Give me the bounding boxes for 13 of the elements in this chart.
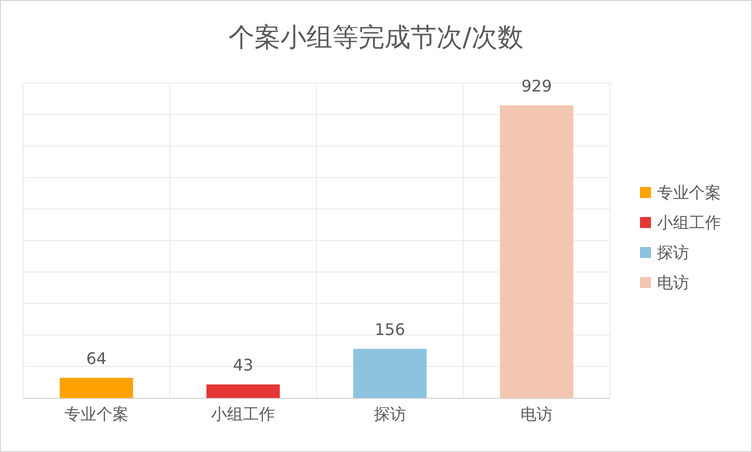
legend-label: 小组工作 <box>657 213 721 232</box>
legend-label: 电访 <box>657 273 689 292</box>
legend-label: 探访 <box>657 243 689 262</box>
x-tick-label: 探访 <box>374 405 406 424</box>
data-label: 156 <box>374 320 406 339</box>
chart-title: 个案小组等完成节次/次数 <box>228 23 524 53</box>
x-tick-label: 电访 <box>520 405 553 424</box>
data-label: 64 <box>86 348 107 368</box>
x-tick-label: 专业个案 <box>64 405 128 424</box>
legend-label: 专业个案 <box>657 183 721 202</box>
data-label: 929 <box>521 76 552 96</box>
x-tick-label: 小组工作 <box>211 405 276 424</box>
data-label: 43 <box>232 355 254 374</box>
